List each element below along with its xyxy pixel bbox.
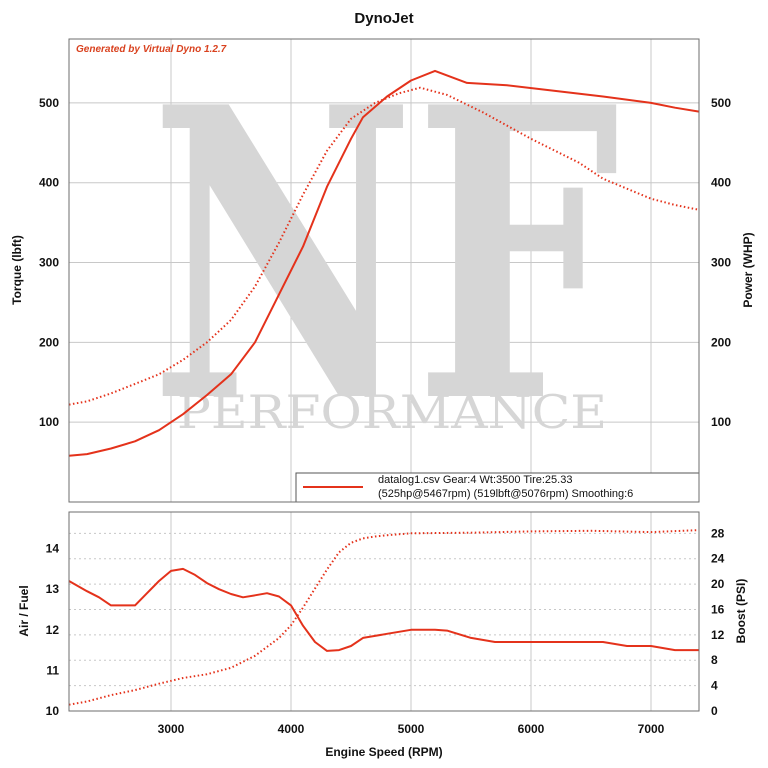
torque-tick-label: 200 bbox=[39, 335, 59, 349]
top-grid bbox=[69, 39, 699, 502]
power-curve bbox=[68, 69, 700, 457]
bottom-series bbox=[68, 529, 700, 706]
air-fuel-tick-label: 13 bbox=[46, 582, 60, 596]
top-panel: NF PERFORMANCE Generated by Virtual Dyno… bbox=[39, 21, 731, 503]
top-panel-background bbox=[69, 39, 699, 502]
torque-tick-label: 400 bbox=[39, 176, 59, 190]
boost-tick-label: 4 bbox=[711, 679, 718, 693]
boost-tick-label: 0 bbox=[711, 704, 718, 718]
bottom-panel: 3000 4000 5000 6000 7000 0 4 8 12 16 20 24 28 10 11 12 1… bbox=[46, 511, 725, 736]
torque-curve bbox=[68, 86, 700, 406]
torque-tick-label: 300 bbox=[39, 256, 59, 270]
nf-watermark: NF PERFORMANCE bbox=[150, 21, 620, 491]
bottom-tick-labels: 3000 4000 5000 6000 7000 0 4 8 12 16 20 24 28 10 11 12 1… bbox=[46, 526, 725, 736]
torque-axis-title: Torque (lbft) bbox=[10, 235, 24, 305]
boost-tick-label: 20 bbox=[711, 577, 725, 591]
boost-tick-label: 24 bbox=[711, 552, 725, 566]
top-tick-labels: 100 100 200 200 300 300 400 400 500 500 bbox=[39, 96, 731, 429]
power-tick-label: 200 bbox=[711, 335, 731, 349]
rpm-tick-label: 5000 bbox=[398, 722, 425, 736]
boost-tick-label: 8 bbox=[711, 653, 718, 667]
rpm-tick-label: 7000 bbox=[638, 722, 665, 736]
power-tick-label: 400 bbox=[711, 176, 731, 190]
legend: datalog1.csv Gear:4 Wt:3500 Tire:25.33 (… bbox=[295, 472, 700, 503]
x-axis-title: Engine Speed (RPM) bbox=[325, 745, 442, 759]
boost-curve bbox=[68, 529, 700, 706]
boost-tick-label: 12 bbox=[711, 628, 725, 642]
top-series bbox=[68, 69, 700, 457]
legend-text-line2: (525hp@5467rpm) (519lbft@5076rpm) Smooth… bbox=[378, 488, 633, 500]
air-fuel-curve bbox=[68, 567, 699, 652]
power-tick-label: 100 bbox=[711, 415, 731, 429]
air-fuel-tick-label: 12 bbox=[46, 623, 60, 637]
air-fuel-tick-label: 14 bbox=[46, 542, 60, 556]
rpm-tick-label: 6000 bbox=[518, 722, 545, 736]
rpm-tick-label: 3000 bbox=[158, 722, 185, 736]
boost-axis-title: Boost (PSI) bbox=[734, 579, 748, 644]
watermark-text: PERFORMANCE bbox=[177, 385, 607, 439]
legend-text-line1: datalog1.csv Gear:4 Wt:3500 Tire:25.33 bbox=[378, 474, 572, 486]
legend-box bbox=[295, 472, 700, 503]
power-tick-label: 300 bbox=[711, 256, 731, 270]
torque-tick-label: 500 bbox=[39, 96, 59, 110]
air-fuel-axis-title: Air / Fuel bbox=[17, 585, 31, 636]
bottom-panel-background bbox=[69, 512, 699, 711]
air-fuel-tick-label: 11 bbox=[46, 663, 59, 677]
air-fuel-tick-label: 10 bbox=[46, 704, 60, 718]
boost-tick-label: 28 bbox=[711, 526, 725, 540]
chart-title: DynoJet bbox=[354, 10, 413, 27]
boost-tick-label: 16 bbox=[711, 602, 725, 616]
torque-tick-label: 100 bbox=[39, 415, 59, 429]
bottom-grid bbox=[69, 512, 699, 711]
generated-by-label: Generated by Virtual Dyno 1.2.7 bbox=[76, 44, 227, 55]
top-panel-frame bbox=[68, 38, 700, 503]
bottom-panel-frame bbox=[68, 511, 700, 712]
power-axis-title: Power (WHP) bbox=[741, 232, 755, 307]
rpm-tick-label: 4000 bbox=[278, 722, 305, 736]
power-tick-label: 500 bbox=[711, 96, 731, 110]
